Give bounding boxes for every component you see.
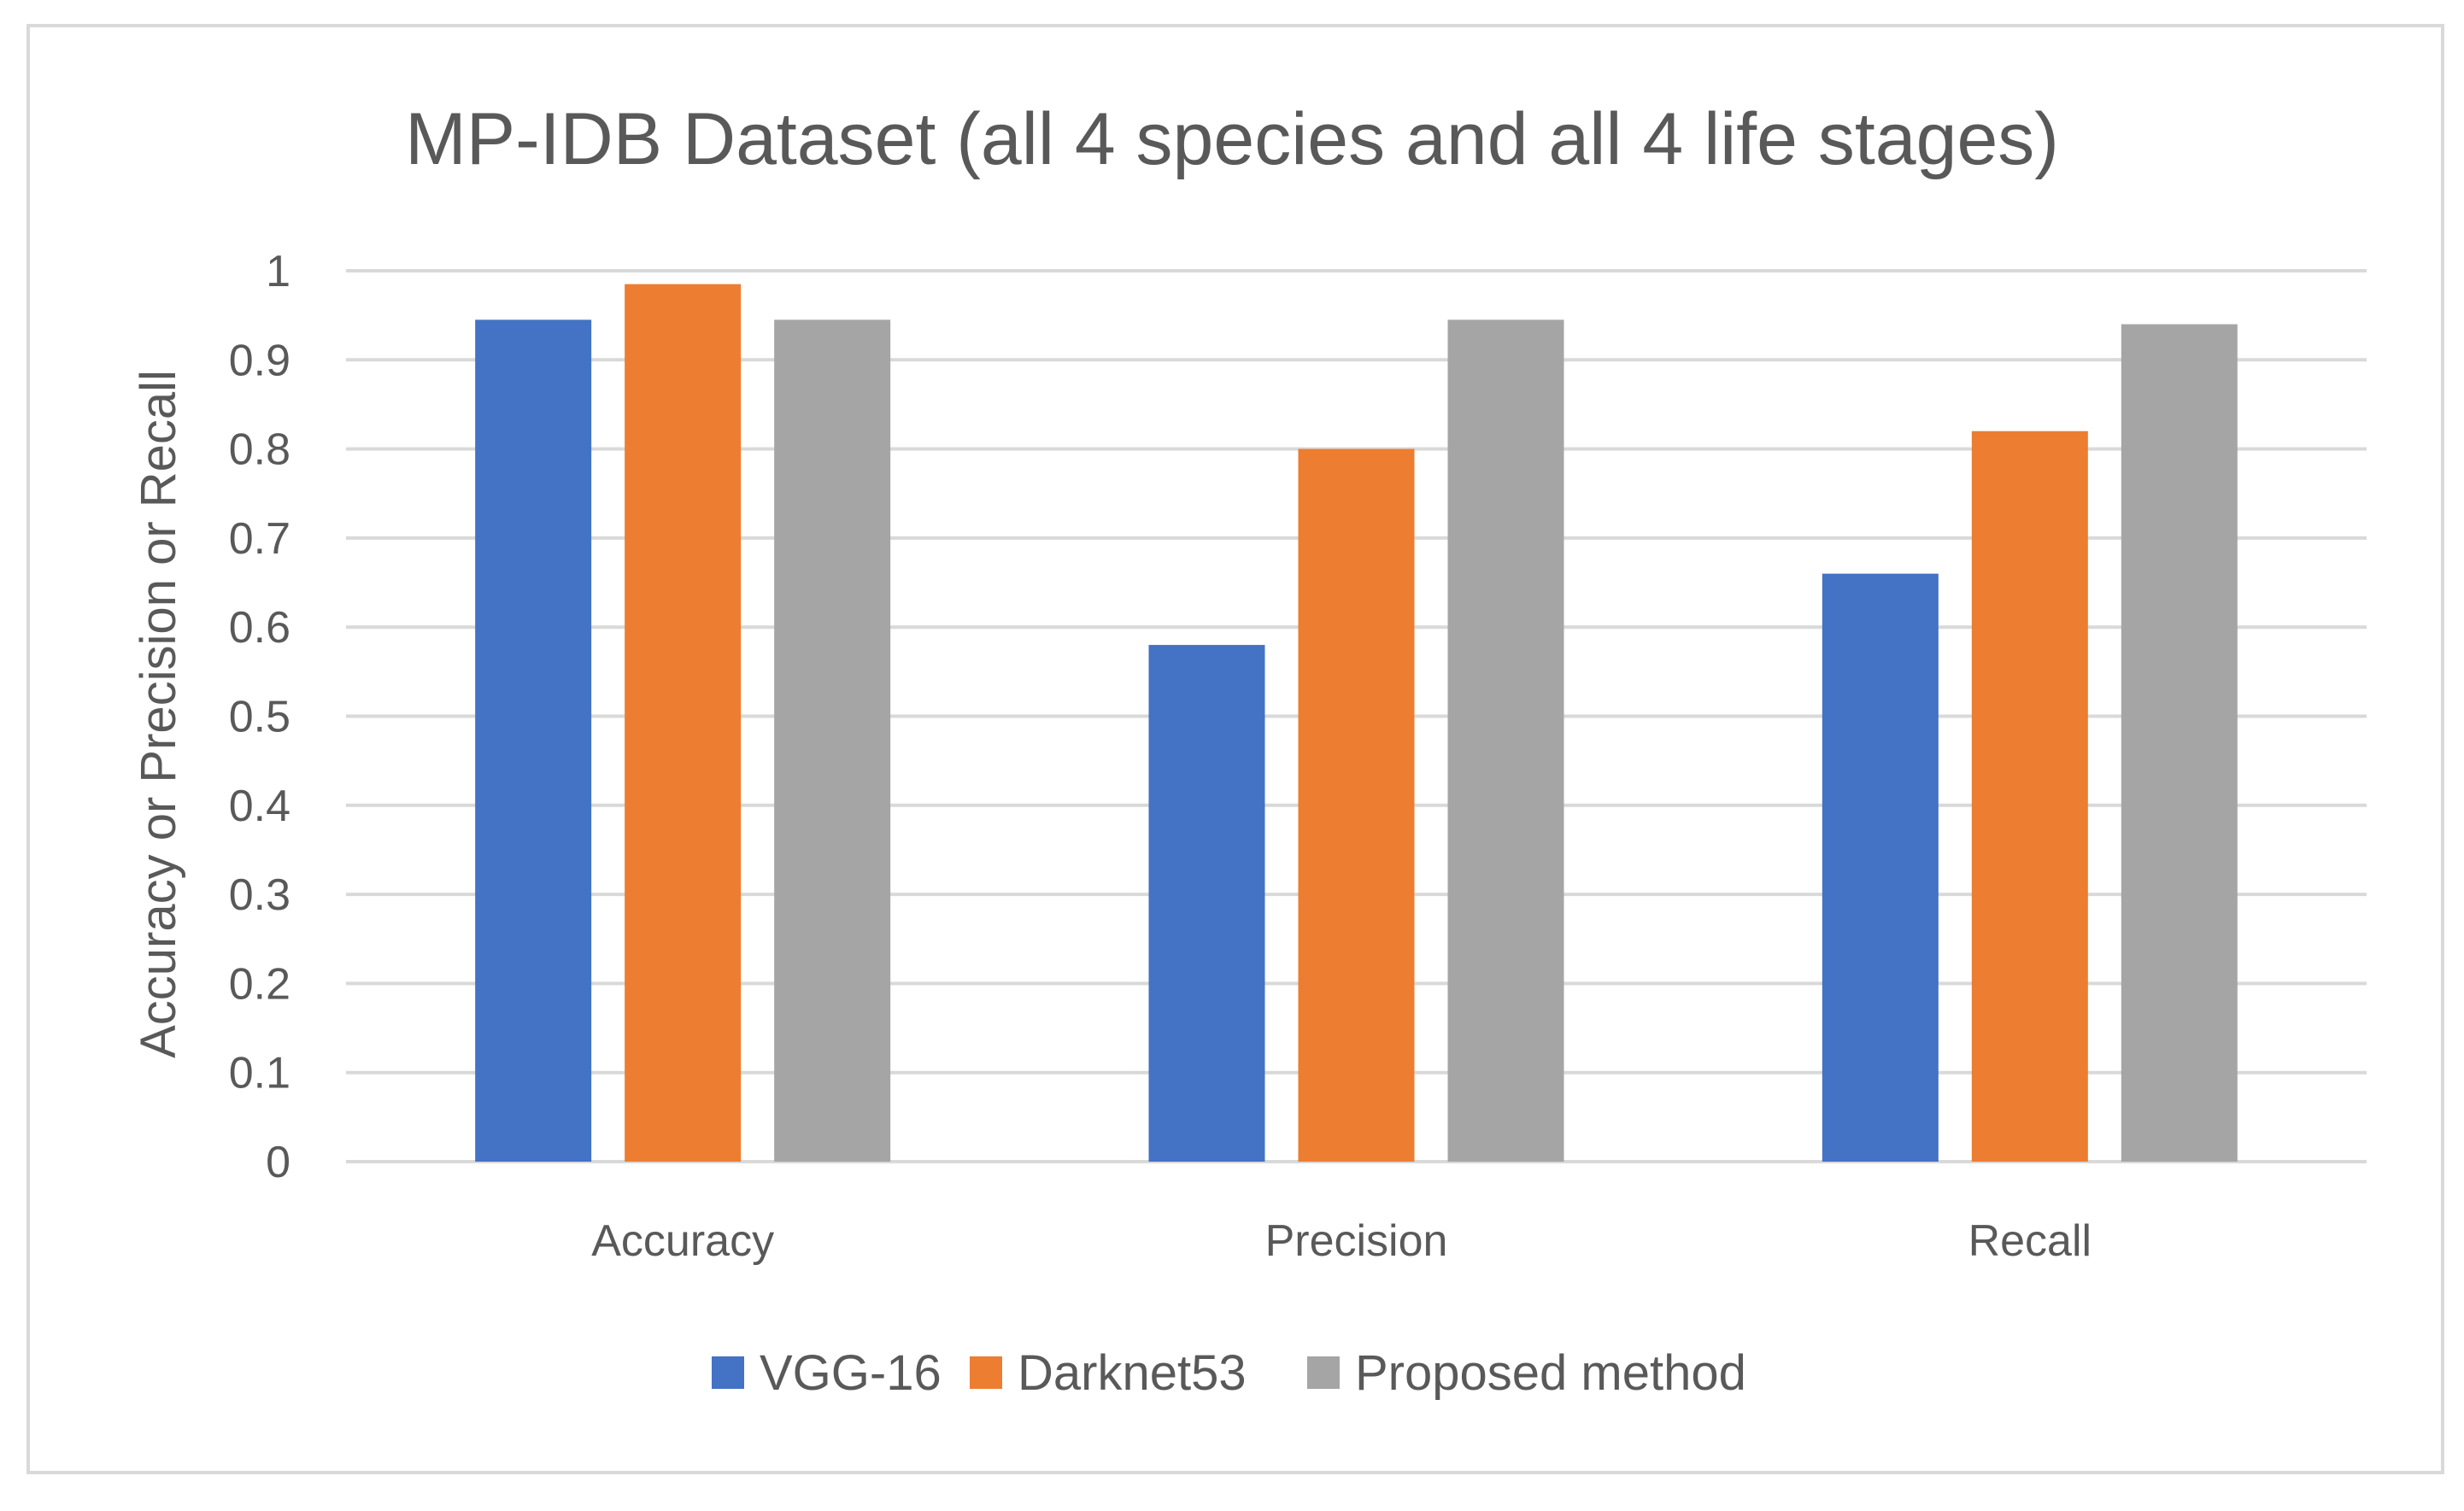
y-tick-label: 0.7: [229, 514, 290, 564]
bar-darknet53-recall: [1971, 430, 2088, 1162]
y-tick-label: 0.3: [229, 870, 290, 920]
y-axis-label: Accuracy or Precision or Recall: [131, 370, 186, 1058]
y-tick-label: 0.8: [229, 425, 290, 475]
bar-darknet53-accuracy: [625, 284, 742, 1162]
y-tick-labels: 0 0.1 0.2 0.3 0.4 0.5 0.6 0.7 0.8 0.9 1: [229, 247, 290, 1187]
bar-darknet53-precision: [1298, 448, 1415, 1162]
x-tick-labels: Accuracy Precision Recall: [591, 1216, 2091, 1266]
x-tick-label: Precision: [1265, 1216, 1448, 1266]
legend: VGG-16 Darknet53 Proposed method: [712, 1345, 1746, 1401]
y-tick-label: 0.1: [229, 1049, 290, 1098]
y-tick-label: 0.2: [229, 959, 290, 1009]
y-tick-label: 0.4: [229, 782, 290, 831]
legend-swatch-proposed-method: [1307, 1356, 1340, 1389]
y-tick-label: 0.6: [229, 603, 290, 653]
y-tick-label: 1: [266, 247, 290, 296]
x-tick-label: Recall: [1968, 1216, 2092, 1266]
x-tick-label: Accuracy: [591, 1216, 774, 1266]
bar-proposed-method-accuracy: [774, 319, 891, 1162]
y-tick-label: 0.5: [229, 693, 290, 742]
bar-proposed-method-recall: [2121, 324, 2238, 1163]
bar-proposed-method-precision: [1447, 319, 1564, 1162]
legend-swatch-darknet53: [970, 1356, 1002, 1389]
bar-vgg-16-accuracy: [475, 319, 592, 1162]
bars: [475, 284, 2238, 1163]
legend-label-proposed-method: Proposed method: [1355, 1345, 1746, 1401]
bar-vgg-16-precision: [1148, 645, 1265, 1162]
legend-label-vgg-16: VGG-16: [760, 1345, 942, 1401]
legend-label-darknet53: Darknet53: [1018, 1345, 1247, 1401]
y-tick-label: 0.9: [229, 336, 290, 385]
y-tick-label: 0: [266, 1138, 290, 1187]
legend-swatch-vgg-16: [712, 1356, 744, 1389]
chart-title: MP-IDB Dataset (all 4 species and all 4 …: [405, 98, 2059, 180]
bar-vgg-16-recall: [1822, 573, 1939, 1162]
